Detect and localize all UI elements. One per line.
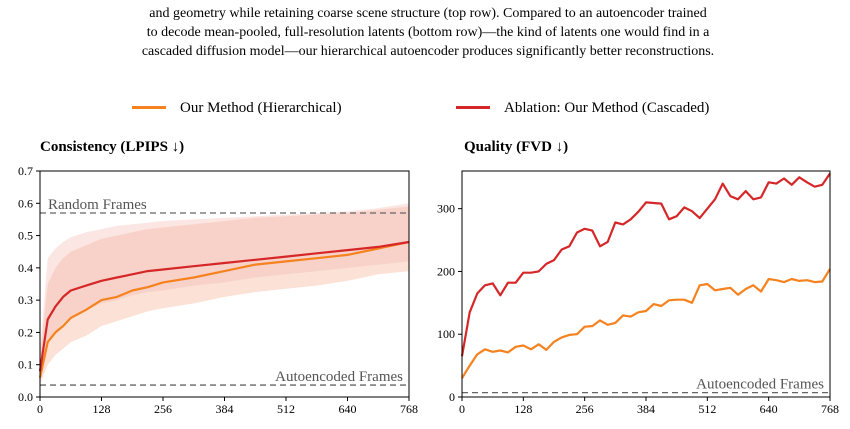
panel-title-quality: Quality (FVD ↓)	[464, 139, 569, 155]
y-tick-label: 0.3	[18, 293, 33, 307]
y-tick-label: 0.6	[18, 196, 33, 210]
x-tick-label: 640	[339, 402, 357, 416]
y-tick-label: 0	[449, 390, 455, 404]
x-tick-label: 384	[216, 402, 234, 416]
y-tick-label: 0.5	[18, 229, 33, 243]
legend-swatch-hierarchical	[132, 106, 166, 110]
x-tick-label: 256	[576, 402, 594, 416]
y-tick-label: 0.4	[18, 261, 33, 275]
x-tick-label: 384	[637, 402, 655, 416]
legend-swatch-cascaded	[456, 106, 490, 110]
legend-label-cascaded: Ablation: Our Method (Cascaded)	[504, 100, 710, 116]
x-tick-label: 128	[514, 402, 532, 416]
x-tick-label: 640	[760, 402, 778, 416]
chart-panel-2: Autoencoded Frames 0 128 256 384 512 640 768 0 10…	[437, 170, 839, 416]
confidence-band-2	[40, 203, 409, 378]
caption-line-1: and geometry while retaining coarse scen…	[149, 6, 707, 21]
reference-label-1: Random Frames	[48, 197, 147, 213]
y-tick-label: 300	[437, 202, 455, 216]
figure-caption: and geometry while retaining coarse scen…	[18, 4, 838, 61]
x-tick-label: 768	[400, 402, 418, 416]
x-tick-label: 512	[698, 402, 716, 416]
series-line-1	[38, 240, 410, 378]
series-line-2	[460, 172, 831, 357]
legend-item-hierarchical: Our Method (Hierarchical)	[132, 96, 342, 120]
y-tick-label: 0.7	[18, 164, 33, 178]
reference-label-2: Autoencoded Frames	[275, 369, 403, 385]
x-tick-label: 512	[277, 402, 295, 416]
y-tick-label: 0.1	[18, 358, 33, 372]
x-tick-label: 128	[93, 402, 111, 416]
x-tick-label: 0	[459, 402, 465, 416]
plot-frame	[461, 170, 831, 398]
chart-legend: Our Method (Hierarchical) Ablation: Our …	[0, 96, 850, 126]
legend-label-hierarchical: Our Method (Hierarchical)	[180, 100, 342, 116]
x-tick-label: 768	[821, 402, 839, 416]
y-tick-label: 0.2	[18, 325, 33, 339]
confidence-band-1	[40, 206, 409, 385]
y-tick-label: 100	[437, 327, 455, 341]
legend-item-cascaded: Ablation: Our Method (Cascaded)	[456, 96, 709, 120]
series-line-2	[38, 240, 410, 372]
series-line-1	[461, 268, 831, 379]
x-tick-label: 0	[37, 402, 43, 416]
caption-line-2: to decode mean-pooled, full-resolution l…	[146, 25, 710, 40]
chart-panel-1: Random Frames Autoencoded Frames 0 128 256 38…	[18, 164, 418, 416]
y-tick-label: 0.0	[18, 390, 33, 404]
caption-line-3: cascaded diffusion model—our hierarchica…	[141, 44, 715, 59]
y-tick-label: 200	[437, 264, 455, 278]
panel-title-consistency: Consistency (LPIPS ↓)	[40, 139, 185, 155]
reference-label-1: Autoencoded Frames	[696, 377, 824, 393]
x-tick-label: 256	[154, 402, 172, 416]
